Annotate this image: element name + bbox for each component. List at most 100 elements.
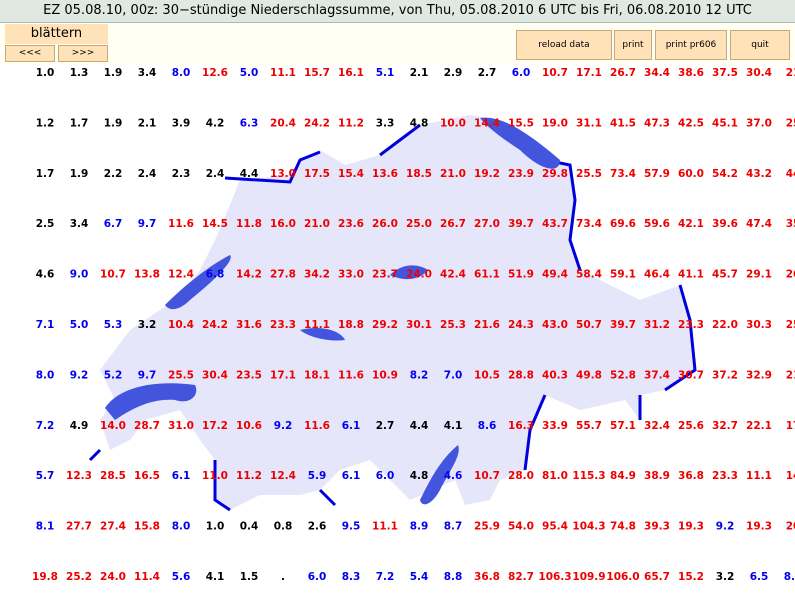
precip-value: 37.4 bbox=[644, 369, 670, 381]
precip-value: 11.1 bbox=[372, 521, 398, 533]
precip-value: 27.8 bbox=[270, 269, 296, 281]
precip-value: 19.3 bbox=[746, 521, 772, 533]
precip-value: 82.7 bbox=[508, 571, 534, 583]
precip-value: 41.5 bbox=[610, 117, 636, 129]
precip-value: 14.0 bbox=[100, 420, 126, 432]
precip-value: 9.0 bbox=[70, 269, 89, 281]
precip-value: 4.6 bbox=[36, 269, 55, 281]
precip-value: 39.3 bbox=[644, 521, 670, 533]
precip-value: 59.1 bbox=[610, 269, 636, 281]
precip-value: 1.9 bbox=[104, 117, 123, 129]
precip-value: 7.0 bbox=[444, 369, 463, 381]
precip-value: 6.1 bbox=[172, 470, 191, 482]
precip-value: 4.4 bbox=[410, 420, 429, 432]
print-pr606-button[interactable]: print pr606 bbox=[655, 30, 727, 60]
print-button[interactable]: print bbox=[614, 30, 652, 60]
precip-value: 25.2 bbox=[66, 571, 92, 583]
precip-value: 25.9 bbox=[474, 521, 500, 533]
precip-value: 1.9 bbox=[104, 67, 123, 79]
precip-value: 38.9 bbox=[644, 470, 670, 482]
precip-value: 4.8 bbox=[410, 470, 429, 482]
precip-value: 58.4 bbox=[576, 269, 602, 281]
precip-value: 25.5 bbox=[576, 168, 602, 180]
precip-value: 33.9 bbox=[542, 420, 568, 432]
precip-value: 2.3 bbox=[172, 168, 191, 180]
precip-value: 43.7 bbox=[542, 218, 568, 230]
precip-value: 84.9 bbox=[610, 470, 636, 482]
precip-value: 5.2 bbox=[104, 369, 123, 381]
precip-value: 47.3 bbox=[644, 117, 670, 129]
precip-value: 26.0 bbox=[372, 218, 398, 230]
precip-value: 2.4 bbox=[138, 168, 157, 180]
precip-value: 2.1 bbox=[138, 117, 157, 129]
precip-value: 13.8 bbox=[134, 269, 160, 281]
precip-value: 49.8 bbox=[576, 369, 602, 381]
precip-value: 26.7 bbox=[610, 67, 636, 79]
precip-value: 11.2 bbox=[236, 470, 262, 482]
next-button[interactable]: >>> bbox=[58, 45, 108, 62]
precip-value: 17.1 bbox=[576, 67, 602, 79]
precip-value: 6.1 bbox=[342, 470, 361, 482]
precip-value: 0.4 bbox=[240, 521, 259, 533]
precip-value: 9.7 bbox=[138, 218, 157, 230]
precip-value: 6.8 bbox=[206, 269, 225, 281]
precip-value: 30.3 bbox=[746, 319, 772, 331]
precip-value: 42.1 bbox=[678, 218, 704, 230]
precip-value: 39.6 bbox=[712, 218, 738, 230]
precip-value: 1.5 bbox=[240, 571, 259, 583]
precip-value: 8.7 bbox=[444, 521, 463, 533]
precip-value: 60.0 bbox=[678, 168, 704, 180]
precip-value: 13.6 bbox=[372, 168, 398, 180]
precip-value: 23.3 bbox=[270, 319, 296, 331]
precip-value: 81.0 bbox=[542, 470, 568, 482]
precip-value: 3.4 bbox=[70, 218, 89, 230]
precip-value: 1.2 bbox=[36, 117, 55, 129]
precip-value: 23.7 bbox=[372, 269, 398, 281]
precip-value: 9.2 bbox=[274, 420, 293, 432]
prev-button[interactable]: <<< bbox=[5, 45, 55, 62]
precip-value: 10.4 bbox=[168, 319, 194, 331]
precip-value: 9.2 bbox=[716, 521, 735, 533]
precip-value: 32.4 bbox=[644, 420, 670, 432]
precip-value: 9.5 bbox=[342, 521, 361, 533]
precip-value: 30.1 bbox=[406, 319, 432, 331]
precip-value: 10.5 bbox=[474, 369, 500, 381]
precip-value: 45.7 bbox=[712, 269, 738, 281]
country bbox=[100, 115, 695, 510]
precip-value: 14.5 bbox=[202, 218, 228, 230]
quit-button[interactable]: quit bbox=[730, 30, 790, 60]
reload-button[interactable]: reload data bbox=[516, 30, 612, 60]
precip-value: 5.4 bbox=[410, 571, 429, 583]
precip-value: 22.0 bbox=[712, 319, 738, 331]
precip-value: 17.5 bbox=[304, 168, 330, 180]
precip-value: 37.2 bbox=[712, 369, 738, 381]
precip-value: 14.4 bbox=[474, 117, 500, 129]
precip-value: 51.9 bbox=[508, 269, 534, 281]
precip-value: 39.7 bbox=[610, 319, 636, 331]
precip-value: 15.4 bbox=[338, 168, 364, 180]
precip-value: 9.2 bbox=[70, 369, 89, 381]
precip-value: 6.7 bbox=[104, 218, 123, 230]
precip-value: 23.3 bbox=[678, 319, 704, 331]
precip-value: 11.1 bbox=[270, 67, 296, 79]
precip-value: 24.2 bbox=[304, 117, 330, 129]
precip-value: 95.4 bbox=[542, 521, 568, 533]
precip-value: 9.7 bbox=[138, 369, 157, 381]
precip-value: 20 bbox=[786, 521, 795, 533]
precip-value: 57.1 bbox=[610, 420, 636, 432]
precip-value: 20.4 bbox=[270, 117, 296, 129]
precip-value: 17 bbox=[786, 420, 795, 432]
precip-value: 0.8 bbox=[274, 521, 293, 533]
lake bbox=[300, 328, 345, 341]
precip-value: 4.2 bbox=[206, 117, 225, 129]
precip-value: 5.0 bbox=[70, 319, 89, 331]
precip-value: 12.6 bbox=[202, 67, 228, 79]
precip-value: 21.0 bbox=[440, 168, 466, 180]
precip-value: 2.6 bbox=[308, 521, 327, 533]
precip-value: 16.1 bbox=[338, 67, 364, 79]
precip-value: 19.8 bbox=[32, 571, 58, 583]
precip-value: 50.7 bbox=[576, 319, 602, 331]
precip-value: 28.7 bbox=[134, 420, 160, 432]
precip-value: 5.0 bbox=[240, 67, 259, 79]
